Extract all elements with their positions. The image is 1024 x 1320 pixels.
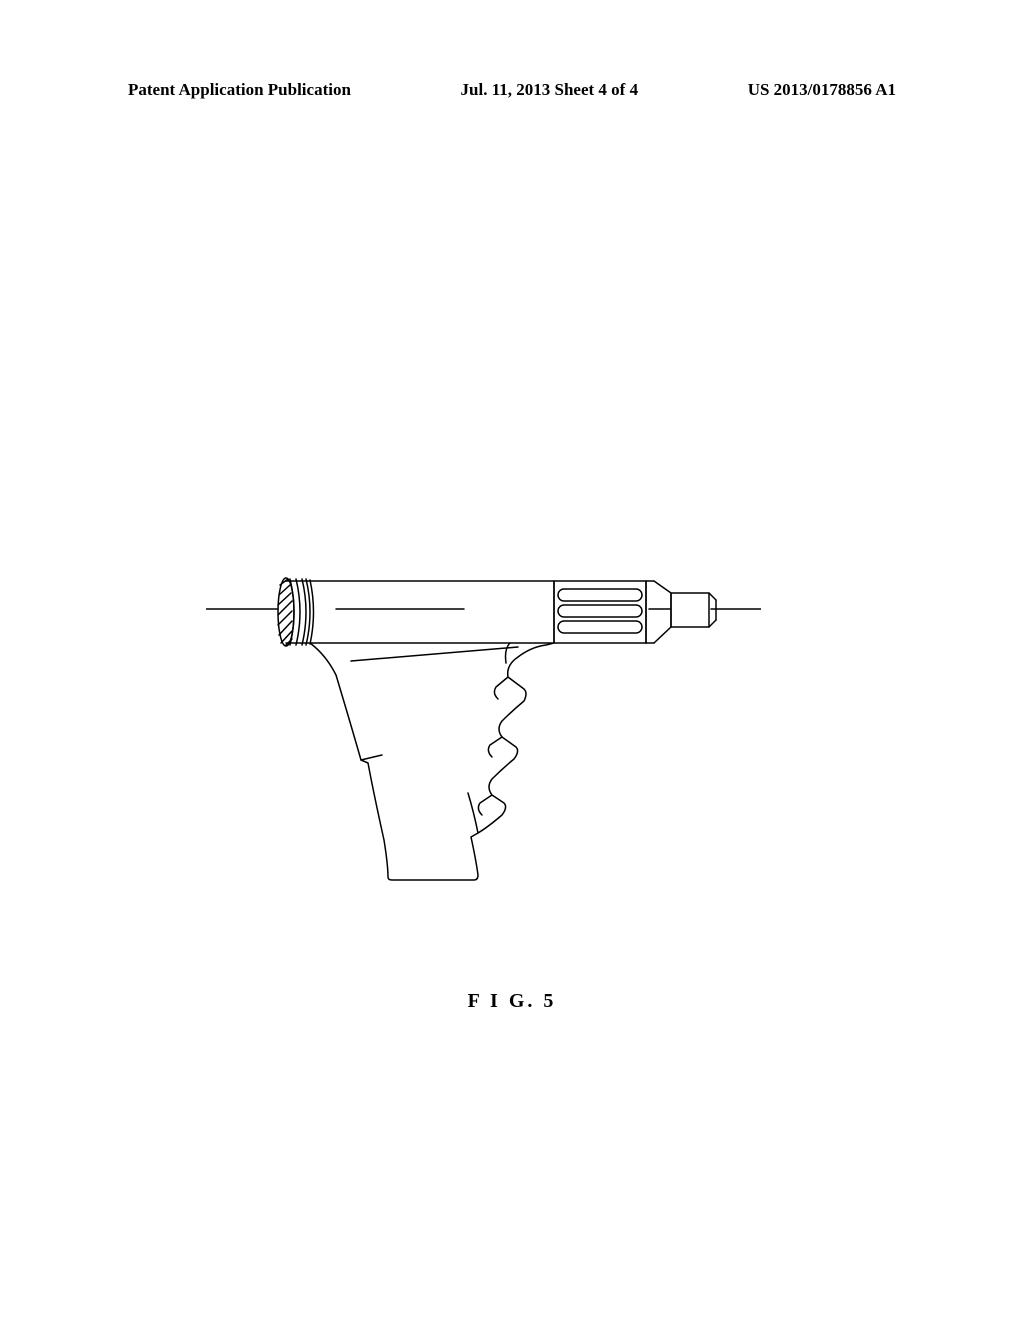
page-header: Patent Application Publication Jul. 11, … — [0, 80, 1024, 100]
patent-page: Patent Application Publication Jul. 11, … — [0, 0, 1024, 1320]
figure-drawing — [206, 545, 761, 915]
header-patent-number: US 2013/0178856 A1 — [748, 80, 896, 100]
figure-label: F I G. 5 — [0, 990, 1024, 1013]
device-drawing-svg — [206, 545, 761, 915]
header-publication-type: Patent Application Publication — [128, 80, 351, 100]
header-date-sheet: Jul. 11, 2013 Sheet 4 of 4 — [461, 80, 639, 100]
